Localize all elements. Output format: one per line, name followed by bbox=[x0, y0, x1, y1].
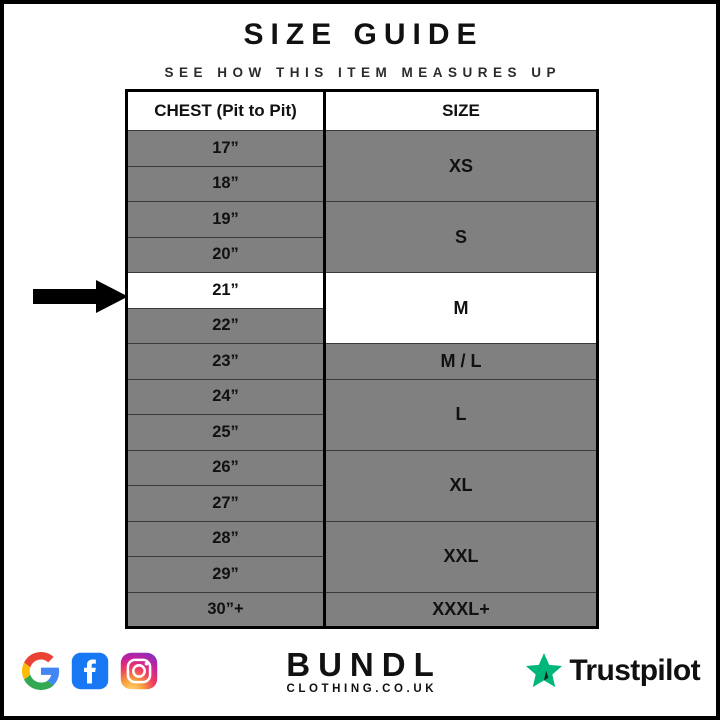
star-icon bbox=[524, 651, 564, 691]
table-row: 28” XXL bbox=[126, 520, 598, 593]
table-row: 29” bbox=[126, 556, 598, 593]
table-row: 23” M / L bbox=[126, 343, 598, 380]
column-header-chest: CHEST (Pit to Pit) bbox=[126, 90, 326, 131]
table-header-row: CHEST (Pit to Pit) SIZE bbox=[126, 90, 598, 131]
chest-cell: 28” bbox=[126, 520, 326, 557]
table-row: 20” bbox=[126, 236, 598, 273]
size-cell: L bbox=[324, 378, 598, 451]
table-row: 19” S bbox=[126, 201, 598, 273]
chest-cell: 26” bbox=[126, 449, 326, 486]
size-cell: XXXL+ bbox=[324, 591, 598, 628]
trustpilot-label: Trustpilot bbox=[569, 654, 700, 687]
table-row: 27” bbox=[126, 485, 598, 522]
size-cell: M / L bbox=[324, 343, 598, 380]
chest-cell: 17” bbox=[126, 130, 326, 167]
table-row: 26” XL bbox=[126, 449, 598, 522]
table-row: 21” M bbox=[126, 272, 598, 344]
size-table-wrapper: CHEST (Pit to Pit) SIZE 17” XS 18” 19” S 20” 2… bbox=[125, 89, 599, 629]
footer: BUNDL CLOTHING.CO.UK Trustpilot bbox=[4, 630, 716, 712]
size-cell: XL bbox=[324, 449, 598, 522]
size-cell: XS bbox=[324, 130, 598, 202]
size-cell: M bbox=[324, 272, 598, 344]
instagram-icon[interactable] bbox=[120, 652, 158, 690]
social-links bbox=[22, 652, 158, 690]
chest-cell: 24” bbox=[126, 378, 326, 415]
page-title: SIZE GUIDE bbox=[243, 18, 484, 51]
chest-cell: 22” bbox=[126, 307, 326, 344]
right-arrow-icon bbox=[33, 280, 128, 313]
google-icon[interactable] bbox=[22, 652, 60, 690]
trustpilot-logo[interactable]: Trustpilot bbox=[524, 651, 701, 691]
chest-cell: 19” bbox=[126, 201, 326, 238]
chest-cell: 27” bbox=[126, 485, 326, 522]
size-cell: S bbox=[324, 201, 598, 273]
size-cell: XXL bbox=[324, 520, 598, 593]
column-header-size: SIZE bbox=[324, 90, 598, 131]
chest-cell: 20” bbox=[126, 236, 326, 273]
table-header: CHEST (Pit to Pit) SIZE bbox=[126, 90, 598, 131]
table-row: 25” bbox=[126, 414, 598, 451]
table-row: 18” bbox=[126, 165, 598, 202]
page-subtitle: SEE HOW THIS ITEM MEASURES UP bbox=[164, 64, 562, 80]
chest-cell: 18” bbox=[126, 165, 326, 202]
table-row: 30”+ XXXL+ bbox=[126, 591, 598, 628]
chest-cell: 25” bbox=[126, 414, 326, 451]
size-table: CHEST (Pit to Pit) SIZE 17” XS 18” 19” S 20” 2… bbox=[125, 89, 599, 629]
table-body: 17” XS 18” 19” S 20” 21” M 22” 23” M / L 24” L 25” 26”… bbox=[126, 130, 598, 628]
chest-cell: 29” bbox=[126, 556, 326, 593]
table-row: 17” XS bbox=[126, 130, 598, 202]
header: SIZE GUIDE SEE HOW THIS ITEM MEASURES UP bbox=[4, 4, 716, 80]
chest-cell: 21” bbox=[126, 272, 326, 309]
chest-cell: 23” bbox=[126, 343, 326, 380]
facebook-icon[interactable] bbox=[71, 652, 109, 690]
table-row: 24” L bbox=[126, 378, 598, 451]
chest-cell: 30”+ bbox=[126, 591, 326, 628]
